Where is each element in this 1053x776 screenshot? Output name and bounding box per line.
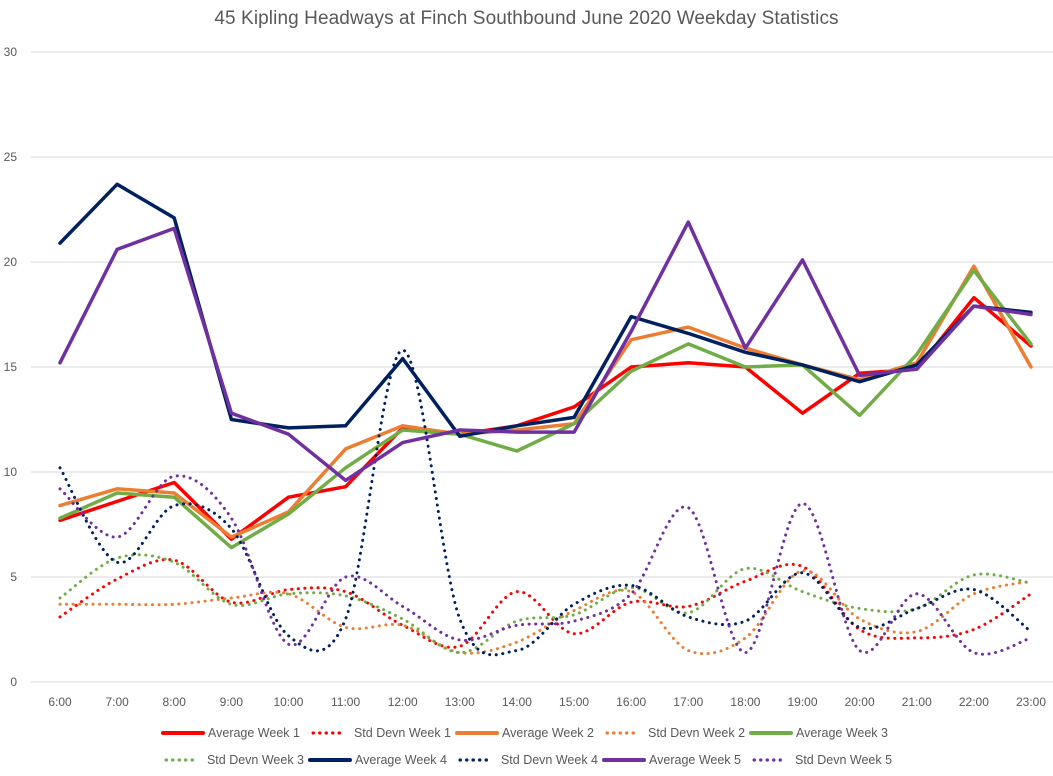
x-axis-ticks: 6:00 7:00 8:00 9:00 10:00 11:00 12:00 13:00 14:0… [48,695,1046,709]
x-tick-label: 20:00 [845,695,875,709]
legend-label: Std Devn Week 3 [206,753,304,767]
x-tick-label: 10:00 [273,695,303,709]
x-tick-label: 21:00 [902,695,932,709]
legend-label: Average Week 1 [208,726,300,740]
y-tick-label: 25 [4,150,18,164]
y-tick-label: 30 [4,45,18,59]
series-line-average-week-5 [58,220,1033,483]
solid-line-swatch-icon [602,755,647,765]
legend-item: Average Week 3 [749,726,888,740]
x-tick-label: 14:00 [502,695,532,709]
solid-line-swatch-icon [455,728,500,738]
dotted-line-swatch-icon [598,728,642,738]
x-tick-label: 18:00 [730,695,760,709]
legend-label: Std Devn Week 2 [647,726,746,740]
legend-label: Std Devn Week 4 [500,753,599,767]
dotted-line-swatch-icon [745,755,789,765]
legend-item: Average Week 5 [602,753,741,767]
series-line-average-week-2 [58,264,1033,539]
x-tick-label: 16:00 [616,695,646,709]
x-tick-label: 19:00 [788,695,818,709]
x-tick-label: 6:00 [48,695,72,709]
x-tick-label: 17:00 [673,695,703,709]
legend-item: Average Week 2 [455,726,594,740]
legend-item: Average Week 4 [308,753,447,767]
series-line-std-devn-week-5 [58,474,1033,656]
x-tick-label: 23:00 [1016,695,1046,709]
y-tick-label: 10 [4,465,18,479]
legend-item: Std Devn Week 3 [157,753,304,767]
legend-item: Average Week 1 [161,726,300,740]
x-tick-label: 11:00 [331,695,360,709]
x-tick-label: 9:00 [220,695,244,709]
series-line-average-week-4 [58,182,1033,439]
legend-label: Average Week 4 [355,753,447,767]
solid-line-swatch-icon [308,755,352,765]
y-tick-label: 20 [4,255,18,269]
solid-line-swatch-icon [749,728,794,738]
chart-legend: Average Week 1 Std Devn Week 1 Average Wee… [0,722,1053,776]
legend-item: Std Devn Week 1 [304,726,451,740]
legend-item: Std Devn Week 2 [598,726,745,740]
series-line-std-devn-week-1 [58,558,1033,649]
solid-line-swatch-icon [161,728,205,738]
legend-label: Std Devn Week 1 [353,726,452,740]
legend-label: Average Week 2 [502,726,594,740]
x-tick-label: 12:00 [388,695,418,709]
x-tick-label: 8:00 [163,695,187,709]
dotted-line-swatch-icon [451,755,495,765]
y-tick-label: 5 [10,570,17,584]
series-line-average-week-3 [58,268,1033,550]
x-tick-label: 15:00 [559,695,589,709]
dotted-line-swatch-icon [304,728,348,738]
gridlines [31,51,1053,683]
legend-row: Average Week 1 Std Devn Week 1 Average Wee… [0,722,1053,744]
x-tick-label: 13:00 [445,695,475,709]
legend-label: Average Week 3 [796,726,888,740]
dotted-line-swatch-icon [157,755,201,765]
series-line-std-devn-week-3 [58,553,1033,655]
x-tick-label: 22:00 [959,695,989,709]
chart-title: 45 Kipling Headways at Finch Southbound … [214,8,839,29]
y-axis-ticks: 0 5 10 15 20 25 30 [4,45,18,689]
y-tick-label: 15 [4,360,18,374]
legend-row: Std Devn Week 3 Average Week 4 Std Devn We… [0,749,1053,771]
series-lines [58,182,1033,657]
series-line-std-devn-week-4 [58,348,1033,657]
y-tick-label: 0 [10,675,17,689]
series-line-std-devn-week-2 [58,569,1033,656]
x-tick-label: 7:00 [105,695,129,709]
legend-label: Std Devn Week 5 [794,753,893,767]
legend-item: Std Devn Week 5 [745,753,892,767]
legend-item: Std Devn Week 4 [451,753,598,767]
legend-label: Average Week 5 [649,753,741,767]
